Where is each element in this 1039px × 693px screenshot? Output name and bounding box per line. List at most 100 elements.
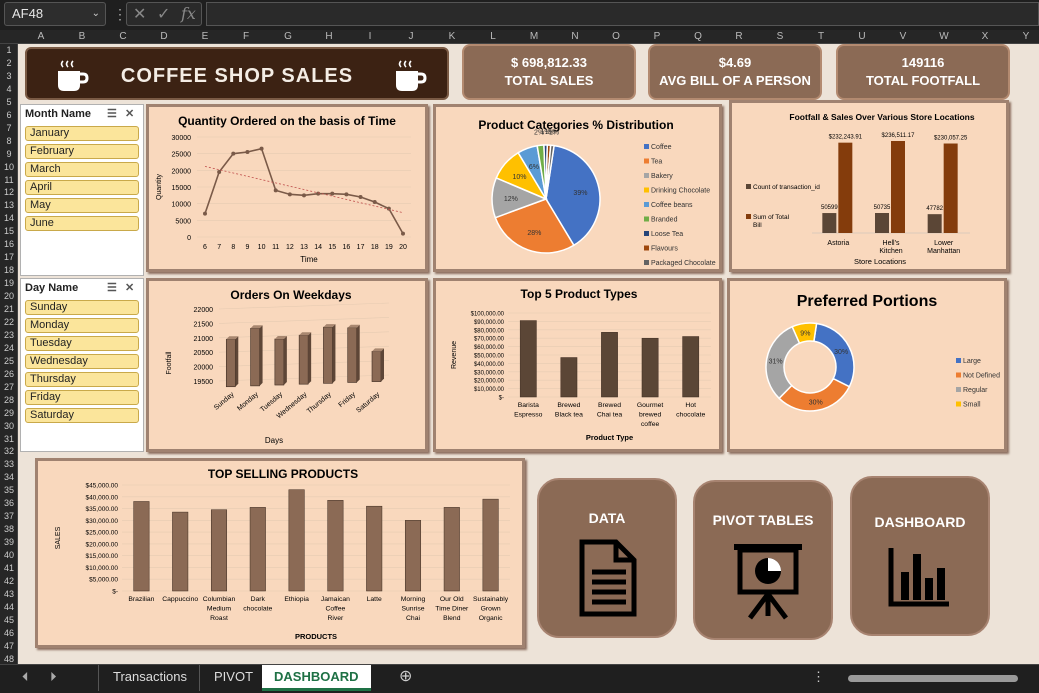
column-header[interactable]: I [368, 31, 372, 42]
chevron-down-icon[interactable]: ⌄ [91, 8, 100, 19]
row-header[interactable]: 32 [3, 446, 14, 457]
row-header[interactable]: 18 [3, 265, 14, 276]
chart-preferred-portions[interactable]: Preferred Portions 30% 30% 31% 9% Large Not De… [727, 278, 1007, 452]
add-sheet-icon[interactable]: ⊕ [399, 668, 413, 685]
row-header[interactable]: 35 [3, 485, 14, 496]
column-header[interactable]: C [119, 31, 127, 42]
pivot-tables-button[interactable]: PIVOT TABLES [693, 480, 833, 640]
chart-product-categories[interactable]: Product Categories % Distribution 39% 28% 1… [433, 104, 722, 272]
column-header[interactable]: W [939, 31, 949, 42]
next-sheet-icon[interactable]: ⏵ [50, 669, 57, 684]
row-header[interactable]: 15 [3, 226, 14, 237]
row-header[interactable]: 2 [6, 57, 12, 68]
row-header[interactable]: 43 [3, 588, 14, 599]
tab-transactions[interactable]: Transactions [98, 665, 201, 691]
scrollbar-thumb[interactable] [848, 675, 1018, 682]
cancel-icon[interactable]: ✕ [133, 6, 147, 23]
column-header[interactable]: G [284, 31, 292, 42]
column-header[interactable]: X [981, 31, 989, 42]
row-header[interactable]: 36 [3, 498, 14, 509]
column-header[interactable]: E [201, 31, 209, 42]
column-header[interactable]: R [735, 31, 743, 42]
row-header[interactable]: 26 [3, 368, 14, 379]
row-header[interactable]: 10 [3, 161, 14, 172]
slicer-item-friday[interactable]: Friday [25, 390, 139, 405]
data-button[interactable]: DATA [537, 478, 677, 638]
row-header[interactable]: 23 [3, 329, 14, 340]
row-header[interactable]: 45 [3, 614, 14, 625]
row-header[interactable]: 13 [3, 200, 14, 211]
row-header[interactable]: 48 [3, 653, 14, 664]
column-header[interactable]: N [571, 31, 579, 42]
row-header[interactable]: 41 [3, 563, 14, 573]
row-header[interactable]: 24 [3, 342, 14, 353]
row-header[interactable]: 11 [4, 174, 14, 185]
row-header[interactable]: 33 [3, 459, 14, 470]
row-header[interactable]: 12 [3, 187, 14, 198]
column-header[interactable]: A [37, 31, 45, 42]
row-header[interactable]: 3 [6, 70, 12, 81]
row-header[interactable]: 39 [3, 537, 14, 548]
row-header[interactable]: 34 [3, 472, 14, 483]
name-box[interactable]: AF48 ⌄ [4, 2, 106, 26]
column-header[interactable]: K [448, 31, 456, 42]
chart-top5-products[interactable]: Top 5 Product Types $- $10,000.00 $20,000.0… [433, 278, 722, 452]
row-header[interactable]: 7 [6, 122, 12, 133]
row-header[interactable]: 9 [6, 148, 12, 159]
row-header[interactable]: 21 [3, 304, 14, 314]
enter-icon[interactable]: ✓ [157, 6, 171, 23]
row-header[interactable]: 22 [3, 316, 14, 327]
column-header[interactable]: B [78, 31, 86, 42]
row-header[interactable]: 27 [3, 381, 14, 392]
slicer-item-saturday[interactable]: Saturday [25, 408, 139, 423]
multi-select-icon[interactable]: ☰ [107, 108, 117, 120]
row-header[interactable]: 17 [3, 252, 14, 263]
dashboard-button[interactable]: DASHBOARD [850, 476, 990, 636]
column-header[interactable]: H [325, 31, 333, 42]
row-header[interactable]: 14 [3, 213, 14, 224]
row-header[interactable]: 8 [6, 135, 12, 146]
slicer-item-sunday[interactable]: Sunday [25, 300, 139, 315]
tab-pivot[interactable]: PIVOT [199, 665, 267, 691]
column-header[interactable]: V [899, 31, 907, 42]
tab-dashboard[interactable]: DASHBOARD [262, 665, 371, 691]
slicer-item-monday[interactable]: Monday [25, 318, 139, 333]
chart-top-selling[interactable]: TOP SELLING PRODUCTS $- $5,000.00 $10,000.0… [35, 458, 525, 648]
row-header[interactable]: 30 [3, 420, 14, 431]
slicer-item-june[interactable]: June [25, 216, 139, 231]
slicer-item-tuesday[interactable]: Tuesday [25, 336, 139, 351]
more-options-icon[interactable]: ⋮ [812, 669, 825, 684]
column-header[interactable]: J [408, 31, 414, 42]
row-header[interactable]: 1 [6, 45, 12, 55]
slicer-item-wednesday[interactable]: Wednesday [25, 354, 139, 369]
row-header[interactable]: 42 [3, 575, 14, 586]
row-header[interactable]: 40 [3, 550, 14, 561]
prev-sheet-icon[interactable]: ⏴ [22, 669, 29, 684]
function-icon[interactable]: fx [181, 4, 196, 23]
row-header[interactable]: 29 [3, 407, 14, 418]
slicer-item-may[interactable]: May [25, 198, 139, 213]
column-header[interactable]: P [653, 31, 661, 42]
row-header[interactable]: 47 [3, 640, 14, 651]
slicer-item-february[interactable]: February [25, 144, 139, 159]
row-header[interactable]: 19 [3, 278, 14, 289]
column-header[interactable]: O [612, 31, 620, 42]
row-header[interactable]: 28 [3, 394, 14, 405]
slicer-item-april[interactable]: April [25, 180, 139, 195]
row-header[interactable]: 16 [3, 239, 14, 250]
row-header[interactable]: 20 [3, 291, 14, 302]
column-header[interactable]: M [529, 31, 539, 42]
row-header[interactable]: 5 [6, 96, 12, 107]
column-header[interactable]: F [242, 31, 250, 42]
clear-filter-icon[interactable]: ✕ [125, 282, 135, 294]
row-header[interactable]: 38 [3, 524, 14, 535]
row-header[interactable]: 31 [3, 433, 14, 444]
slicer-item-thursday[interactable]: Thursday [25, 372, 139, 387]
row-header[interactable]: 6 [6, 109, 12, 120]
multi-select-icon[interactable]: ☰ [107, 282, 117, 294]
column-header[interactable]: L [490, 31, 496, 42]
column-header[interactable]: U [858, 31, 866, 42]
slicer-item-march[interactable]: March [25, 162, 139, 177]
row-header[interactable]: 44 [3, 601, 14, 612]
column-header[interactable]: Y [1022, 31, 1030, 42]
